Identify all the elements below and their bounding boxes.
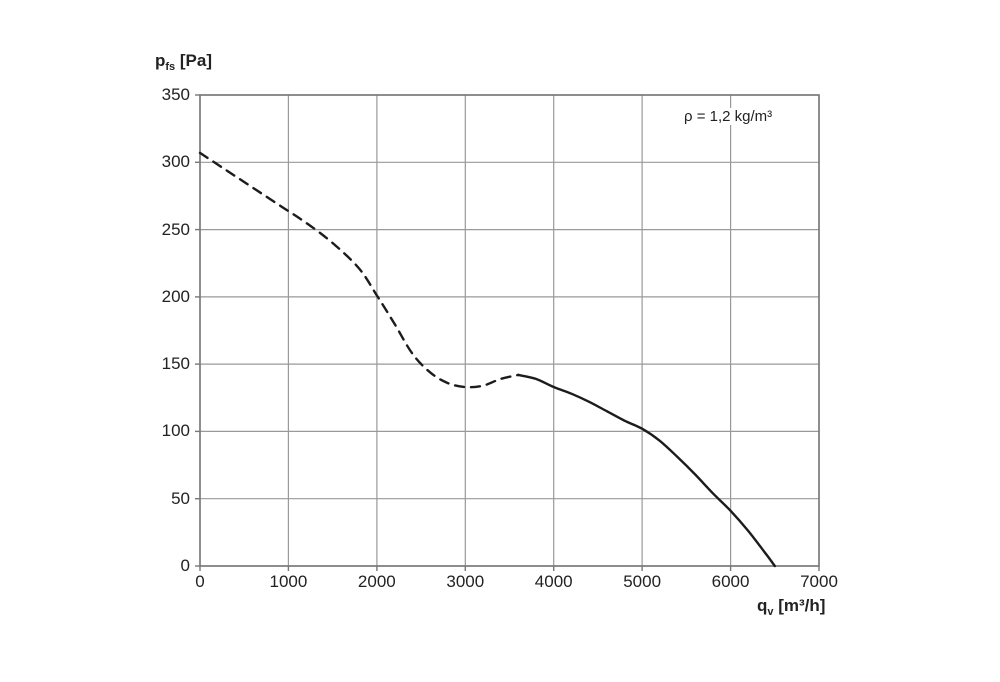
y-axis-tick-label: 250: [161, 219, 190, 239]
x-axis-tick-label: 4000: [534, 572, 573, 591]
y-axis-tick-label: 150: [161, 354, 190, 374]
x-axis-tick-label: 3000: [446, 572, 485, 591]
y-axis-symbol: p: [155, 51, 166, 70]
fan-curve-unstable-region: [198, 151, 520, 389]
y-axis-tick-label: 350: [161, 85, 190, 104]
x-axis-unit: [m³/h]: [773, 596, 826, 615]
y-axis-tick-label: 0: [180, 556, 190, 575]
x-axis-title: qv [m³/h]: [757, 596, 825, 618]
y-axis-subscript: fs: [165, 61, 176, 73]
x-axis-tick-label: 6000: [711, 572, 750, 591]
air-density-annotation: ρ = 1,2 kg/m³: [680, 108, 777, 125]
y-axis-unit: [Pa]: [175, 51, 213, 70]
x-axis-symbol: q: [757, 596, 768, 615]
x-axis-tick-label: 2000: [357, 572, 396, 591]
y-axis-tick-label: 200: [161, 286, 190, 306]
y-axis-tick-label: 100: [161, 421, 190, 441]
x-axis-tick-label: 5000: [623, 572, 662, 591]
plot-border: [199, 94, 820, 567]
y-axis-title: pfs [Pa]: [155, 51, 212, 73]
x-axis-tick-label: 0: [195, 572, 205, 591]
x-axis-tick-label: 7000: [800, 572, 838, 591]
x-axis-tick-label: 1000: [269, 572, 308, 591]
fan-curve-stable-region: [517, 373, 776, 568]
y-axis-tick-label: 50: [171, 488, 190, 508]
y-axis-tick-label: 300: [161, 152, 190, 172]
x-axis-subscript: v: [767, 606, 774, 618]
